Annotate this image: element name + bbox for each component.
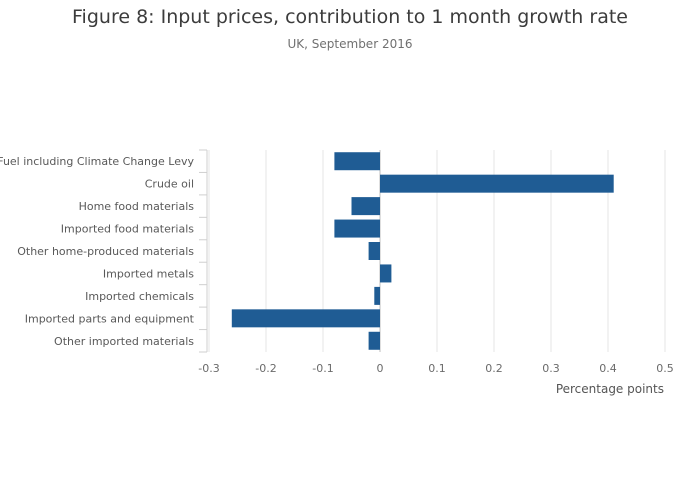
bar <box>334 152 380 171</box>
chart-title: Figure 8: Input prices, contribution to … <box>72 6 628 28</box>
x-tick-label: -0.3 <box>198 362 219 375</box>
category-label: Other home-produced materials <box>17 245 194 258</box>
x-tick-label: 0.2 <box>485 362 503 375</box>
chart-subtitle: UK, September 2016 <box>287 37 413 51</box>
x-tick-label: 0.4 <box>599 362 617 375</box>
category-label: Other imported materials <box>54 335 194 348</box>
x-tick-label: 0.3 <box>542 362 560 375</box>
bar <box>368 242 380 260</box>
category-label: Home food materials <box>79 200 195 213</box>
bar <box>334 219 380 238</box>
x-tick-label: -0.1 <box>312 362 333 375</box>
x-tick-label: -0.2 <box>255 362 276 375</box>
x-tick-label: 0 <box>377 362 384 375</box>
x-tick-label: 0.1 <box>428 362 446 375</box>
category-label: Imported parts and equipment <box>25 312 195 325</box>
category-label: Imported food materials <box>61 223 194 236</box>
bar <box>380 174 614 193</box>
category-label: Fuel including Climate Change Levy <box>0 155 194 168</box>
x-tick-label: 0.5 <box>656 362 674 375</box>
bar <box>374 286 380 305</box>
category-label: Imported chemicals <box>85 290 194 303</box>
bar <box>368 331 380 350</box>
x-axis-label: Percentage points <box>556 382 664 396</box>
bar <box>351 197 380 216</box>
bar <box>231 309 380 328</box>
category-label: Crude oil <box>145 178 194 191</box>
bar <box>380 264 392 283</box>
category-label: Imported metals <box>103 267 194 280</box>
